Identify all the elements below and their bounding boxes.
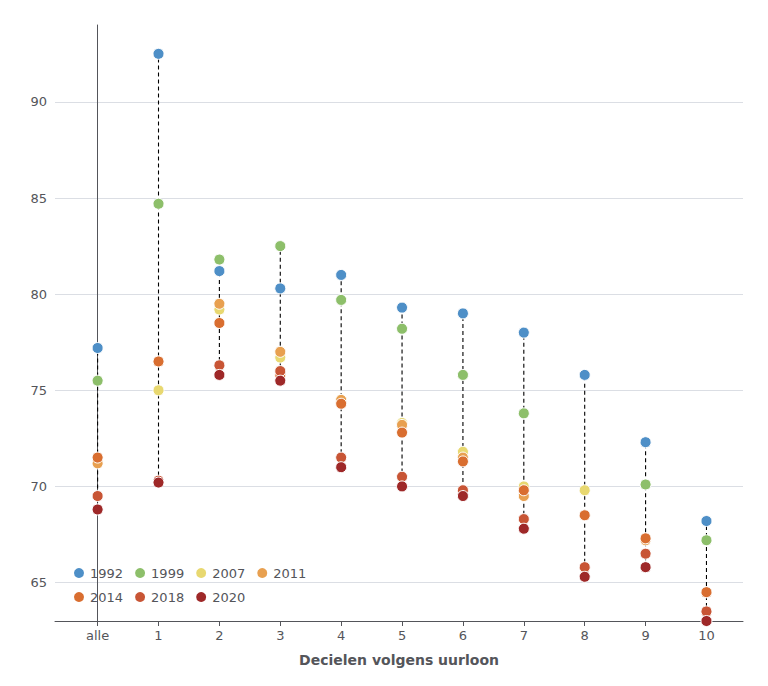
svg-text:2: 2	[215, 628, 223, 643]
svg-text:2014: 2014	[90, 590, 123, 605]
svg-text:65: 65	[30, 575, 47, 590]
svg-text:2020: 2020	[212, 590, 245, 605]
svg-text:1992: 1992	[90, 566, 123, 581]
svg-text:90: 90	[30, 94, 47, 109]
svg-text:2018: 2018	[151, 590, 184, 605]
svg-text:9: 9	[641, 628, 649, 643]
svg-text:80: 80	[30, 287, 47, 302]
svg-text:5: 5	[398, 628, 406, 643]
svg-text:2007: 2007	[212, 566, 245, 581]
svg-text:70: 70	[30, 479, 47, 494]
svg-text:4: 4	[337, 628, 345, 643]
svg-text:1999: 1999	[151, 566, 184, 581]
svg-text:7: 7	[520, 628, 528, 643]
svg-text:10: 10	[698, 628, 715, 643]
svg-text:1: 1	[154, 628, 162, 643]
svg-text:85: 85	[30, 191, 47, 206]
svg-text:2011: 2011	[273, 566, 306, 581]
svg-text:8: 8	[581, 628, 589, 643]
svg-text:75: 75	[30, 383, 47, 398]
svg-text:6: 6	[459, 628, 467, 643]
svg-text:alle: alle	[86, 628, 109, 643]
svg-text:3: 3	[276, 628, 284, 643]
svg-text:Decielen volgens uurloon: Decielen volgens uurloon	[299, 652, 499, 668]
